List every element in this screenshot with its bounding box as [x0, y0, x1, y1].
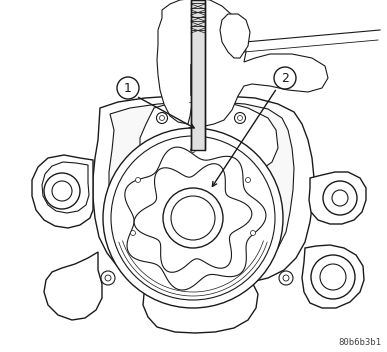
- Circle shape: [105, 275, 111, 281]
- Circle shape: [279, 271, 293, 285]
- Polygon shape: [143, 282, 258, 333]
- Circle shape: [171, 196, 215, 240]
- Circle shape: [238, 115, 243, 120]
- Polygon shape: [309, 172, 366, 224]
- Polygon shape: [44, 252, 102, 320]
- Circle shape: [283, 275, 289, 281]
- Circle shape: [245, 177, 250, 182]
- Polygon shape: [140, 100, 278, 180]
- Circle shape: [130, 231, 135, 235]
- Text: 80b6b3b1: 80b6b3b1: [338, 338, 381, 347]
- Polygon shape: [125, 147, 266, 290]
- Polygon shape: [134, 164, 252, 272]
- Circle shape: [103, 128, 283, 308]
- Circle shape: [44, 173, 80, 209]
- Polygon shape: [157, 0, 328, 126]
- Text: 2: 2: [281, 71, 289, 84]
- Circle shape: [190, 147, 195, 152]
- Circle shape: [235, 113, 245, 124]
- Polygon shape: [220, 14, 250, 58]
- Polygon shape: [302, 245, 364, 308]
- Circle shape: [332, 190, 348, 206]
- Circle shape: [274, 67, 296, 89]
- Text: 1: 1: [124, 82, 132, 94]
- Circle shape: [135, 177, 140, 182]
- Circle shape: [250, 231, 255, 235]
- Polygon shape: [191, 0, 205, 150]
- Circle shape: [117, 77, 139, 99]
- Circle shape: [323, 181, 357, 215]
- Circle shape: [156, 113, 168, 124]
- Polygon shape: [32, 155, 93, 228]
- Circle shape: [159, 115, 164, 120]
- Polygon shape: [109, 101, 294, 274]
- Circle shape: [101, 271, 115, 285]
- Polygon shape: [42, 162, 89, 213]
- Circle shape: [52, 181, 72, 201]
- Circle shape: [311, 255, 355, 299]
- Circle shape: [163, 188, 223, 248]
- Polygon shape: [93, 95, 314, 288]
- Circle shape: [320, 264, 346, 290]
- Circle shape: [111, 136, 275, 300]
